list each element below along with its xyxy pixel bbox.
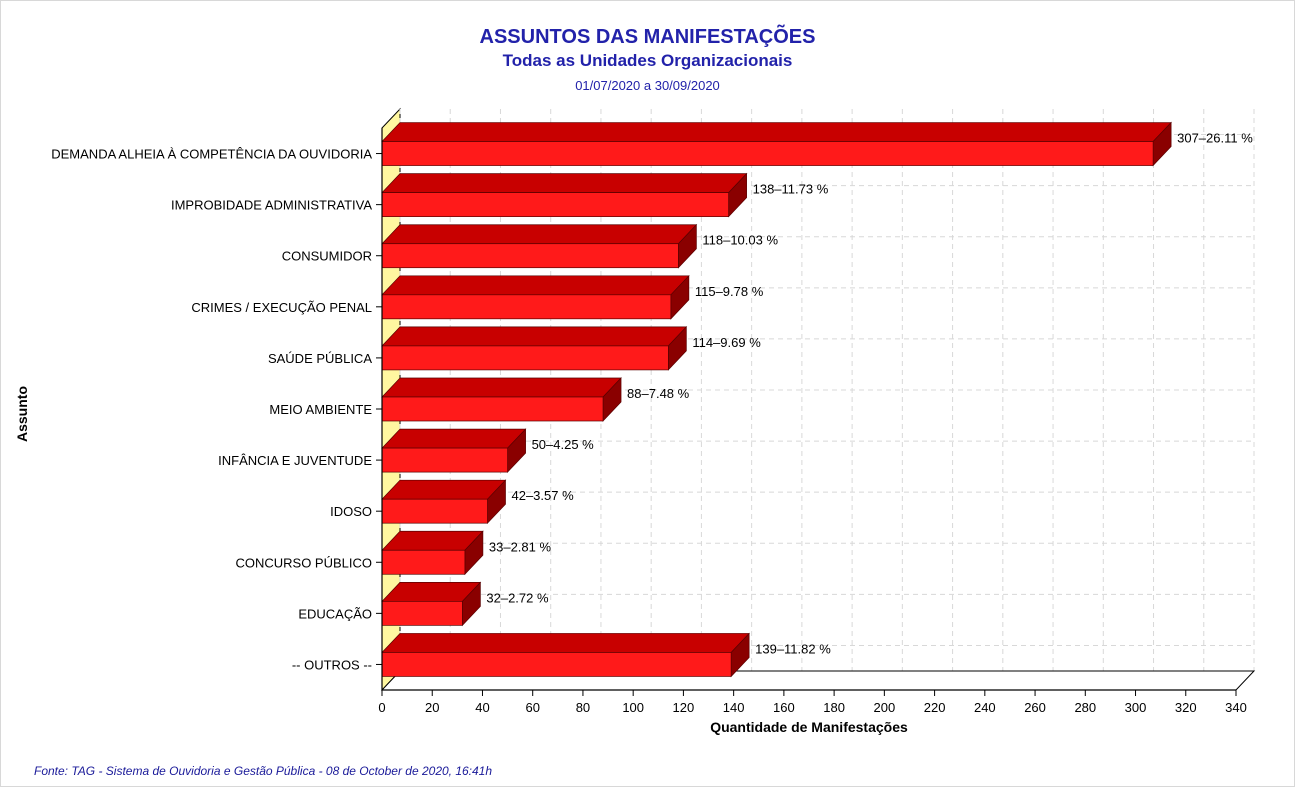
bar-top [381,122,1172,142]
x-tick-label: 240 [974,700,996,715]
x-tick-label: 20 [425,700,439,715]
category-label: IMPROBIDADE ADMINISTRATIVA [171,198,372,213]
bar [381,652,732,677]
x-axis-label: Quantidade de Manifestações [710,719,908,735]
bar [381,192,729,217]
category-label: MEIO AMBIENTE [269,402,372,417]
bar [381,243,679,269]
bar-top [381,275,690,296]
x-tick-label: 300 [1125,700,1147,715]
value-label: 114–9.69 % [692,335,761,350]
category-label: DEMANDA ALHEIA À COMPETÊNCIA DA OUVIDORI… [51,147,372,162]
bar [381,141,1154,166]
x-tick-label: 320 [1175,700,1197,715]
x-tick-label: 200 [874,700,896,715]
value-label: 32–2.72 % [486,590,549,605]
category-label: CRIMES / EXECUÇÃO PENAL [191,300,372,315]
bar [381,549,466,575]
bar [381,447,508,473]
value-label: 33–2.81 % [489,539,552,554]
value-label: 138–11.73 % [753,182,829,197]
chart-period: 01/07/2020 a 30/09/2020 [575,78,720,93]
value-label: 50–4.25 % [532,437,595,452]
chart-subtitle: Todas as Unidades Organizacionais [502,51,793,70]
value-label: 88–7.48 % [627,386,690,401]
bar-top [381,173,748,193]
x-tick-label: 100 [622,700,644,715]
bar-top [381,377,622,398]
x-tick-label: 140 [723,700,745,715]
value-label: 139–11.82 % [755,641,831,656]
bar [381,498,488,524]
value-label: 307–26.11 % [1177,131,1253,146]
x-tick-label: 260 [1024,700,1046,715]
x-tick-label: 340 [1225,700,1247,715]
x-tick-label: 180 [823,700,845,715]
bar [381,294,672,320]
bar-top [381,428,527,449]
bar-top [381,633,750,653]
value-label: 42–3.57 % [511,488,574,503]
chart-title: ASSUNTOS DAS MANIFESTAÇÕES [479,26,816,48]
bar [381,345,669,371]
category-label: CONCURSO PÚBLICO [235,555,372,570]
category-label: CONSUMIDOR [282,249,372,264]
x-tick-label: 60 [525,700,539,715]
bar [381,601,463,626]
category-label: EDUCAÇÃO [298,606,372,621]
x-tick-label: 220 [924,700,946,715]
category-label: IDOSO [330,504,372,519]
value-label: 118–10.03 % [702,233,778,248]
bar-top [381,326,688,347]
category-label: INFÂNCIA E JUVENTUDE [218,453,372,468]
x-tick-label: 40 [475,700,489,715]
value-label: 115–9.78 % [695,284,764,299]
x-tick-label: 0 [378,700,385,715]
category-label: -- OUTROS -- [292,657,372,672]
x-tick-label: 80 [576,700,590,715]
category-label: SAÚDE PÚBLICA [268,351,372,366]
x-tick-label: 280 [1074,700,1096,715]
bar-top [381,224,698,245]
source-note: Fonte: TAG - Sistema de Ouvidoria e Gest… [34,764,493,778]
x-tick-label: 160 [773,700,795,715]
bar [381,396,604,422]
x-tick-label: 120 [673,700,695,715]
bar-top [381,479,507,500]
